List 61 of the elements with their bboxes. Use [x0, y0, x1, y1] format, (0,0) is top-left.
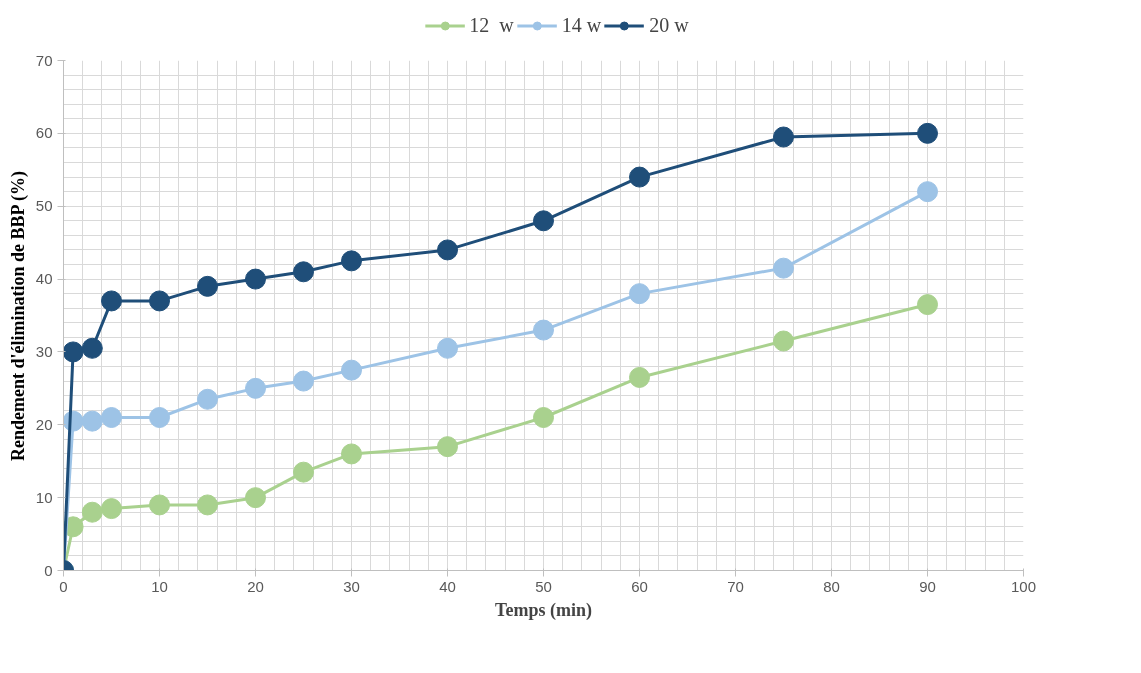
point — [197, 275, 218, 297]
point — [629, 166, 650, 188]
y-tick-label: 10 — [35, 488, 53, 506]
point — [149, 407, 170, 428]
y-tick-label: 50 — [35, 197, 53, 215]
point — [437, 436, 458, 458]
x-tick-label: 50 — [535, 577, 552, 595]
point — [773, 126, 794, 148]
x-tick-label: 70 — [727, 577, 744, 595]
point — [533, 210, 554, 232]
x-tick-label: 60 — [631, 577, 648, 595]
y-tick-label: 40 — [35, 270, 53, 288]
legend-label: 20 w — [649, 13, 689, 37]
x-axis-title: Temps (min) — [495, 599, 592, 621]
point — [533, 319, 554, 341]
point — [197, 494, 218, 516]
point — [81, 501, 103, 523]
y-axis-title: Rendement d'élimination de BBP (%) — [7, 170, 29, 461]
point — [917, 122, 938, 144]
point — [773, 257, 794, 279]
point — [149, 290, 170, 312]
legend-label: 12 w — [469, 13, 514, 37]
point — [437, 337, 458, 359]
point — [629, 283, 650, 305]
y-tick-label: 70 — [35, 51, 53, 69]
point — [245, 268, 266, 290]
point — [149, 494, 170, 516]
y-tick-label: 0 — [44, 561, 53, 579]
point — [773, 330, 794, 352]
point — [293, 261, 314, 283]
point — [197, 388, 218, 410]
x-tick-label: 20 — [247, 577, 264, 595]
x-tick-label: 80 — [823, 577, 840, 595]
point — [437, 239, 458, 261]
point — [245, 377, 266, 399]
point — [293, 461, 314, 483]
x-tick-label: 90 — [919, 577, 936, 595]
point — [629, 366, 650, 388]
x-tick-label: 30 — [343, 577, 360, 595]
y-tick-label: 20 — [35, 415, 53, 433]
point — [533, 407, 554, 428]
y-tick-label: 60 — [35, 124, 53, 142]
x-tick-label: 40 — [439, 577, 456, 595]
y-tick-label: 30 — [35, 342, 53, 360]
point — [245, 487, 266, 509]
x-tick-label: 100 — [1010, 577, 1037, 595]
point — [101, 498, 122, 520]
point — [101, 290, 122, 312]
x-tick-label: 0 — [59, 577, 68, 595]
point — [81, 410, 103, 432]
point — [293, 370, 314, 392]
x-tick-label: 10 — [151, 577, 168, 595]
point — [341, 359, 362, 381]
point — [917, 294, 938, 316]
point — [917, 181, 938, 203]
point — [63, 341, 84, 363]
legend-label: 14 w — [561, 13, 602, 37]
point — [101, 407, 122, 428]
point — [341, 250, 362, 272]
point — [81, 337, 103, 359]
point — [341, 443, 362, 465]
